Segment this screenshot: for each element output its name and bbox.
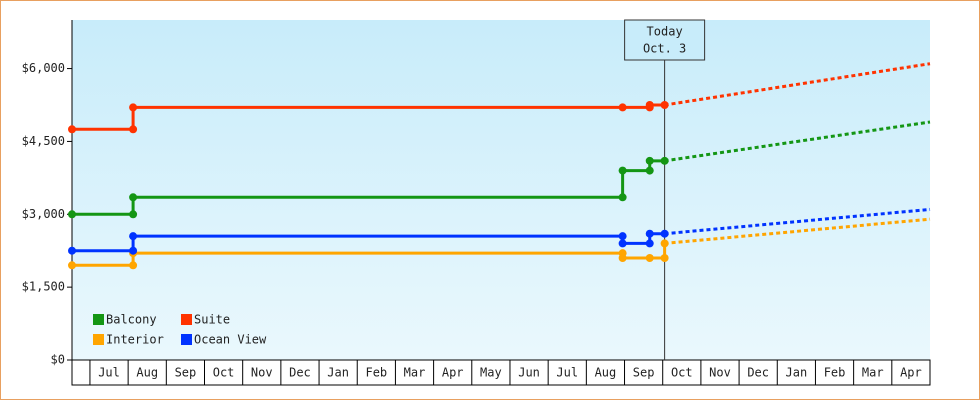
x-tick-label: Mar: [862, 366, 884, 380]
x-tick-label: Apr: [900, 366, 922, 380]
point: [68, 210, 76, 219]
legend-label: Suite: [194, 313, 230, 327]
point: [660, 229, 669, 238]
today-label: Today: [647, 25, 683, 39]
point: [660, 156, 669, 165]
point: [68, 261, 76, 270]
legend-label: Ocean View: [194, 333, 267, 347]
y-tick-label: $1,500: [22, 280, 65, 294]
forecast-line: [664, 207, 931, 236]
forecast-line: [664, 120, 931, 163]
legend-swatch: [181, 314, 192, 325]
x-tick-label: Dec: [747, 366, 769, 380]
x-tick-label: Dec: [289, 366, 311, 380]
today-box: [624, 19, 706, 61]
x-tick-label: Feb: [365, 366, 387, 380]
x-tick-label: Apr: [442, 366, 464, 380]
x-tick-label: Jan: [786, 366, 808, 380]
point: [129, 261, 138, 270]
point: [618, 239, 627, 248]
legend-label: Balcony: [106, 313, 157, 327]
point: [129, 103, 138, 112]
forecast-line: [664, 217, 931, 245]
x-tick-label: Jul: [556, 366, 578, 380]
x-tick-label: Sep: [633, 366, 655, 380]
point: [129, 232, 138, 241]
legend-swatch: [93, 334, 104, 345]
legend-label: Interior: [106, 333, 164, 347]
x-tick-label: Sep: [175, 366, 197, 380]
point: [618, 103, 627, 112]
plot-area: [72, 20, 930, 360]
x-tick-label: Jul: [98, 366, 120, 380]
y-tick-label: $0: [51, 353, 65, 367]
point: [645, 239, 654, 248]
x-tick-label: Aug: [136, 366, 158, 380]
point: [645, 166, 654, 175]
point: [660, 239, 669, 248]
point: [645, 229, 654, 238]
x-axis-band: [71, 359, 931, 386]
point: [645, 254, 654, 262]
point: [660, 254, 669, 262]
forecast-line: [664, 62, 931, 107]
x-tick-label: Aug: [595, 366, 617, 380]
x-tick-label: Mar: [404, 366, 426, 380]
legend-swatch: [93, 314, 104, 325]
x-tick-label: Jan: [327, 366, 349, 380]
point: [129, 125, 138, 134]
x-tick-label: Oct: [213, 366, 235, 380]
x-tick-label: Nov: [709, 366, 731, 380]
point: [645, 156, 654, 165]
y-tick-label: $4,500: [22, 134, 65, 148]
point: [129, 193, 138, 202]
x-tick-label: Feb: [824, 366, 846, 380]
y-tick-label: $3,000: [22, 207, 65, 221]
point: [645, 101, 654, 109]
x-tick-label: Oct: [671, 366, 693, 380]
today-label: Oct. 3: [643, 42, 686, 56]
point: [660, 101, 669, 109]
x-tick-label: Jun: [518, 366, 540, 380]
point: [129, 246, 138, 255]
legend-swatch: [181, 334, 192, 345]
point: [618, 232, 627, 241]
point: [618, 193, 627, 202]
point: [68, 125, 76, 134]
y-tick-label: $6,000: [22, 61, 65, 75]
point: [618, 166, 627, 175]
point: [68, 246, 76, 255]
point: [129, 210, 138, 219]
x-tick-label: Nov: [251, 366, 273, 380]
point: [618, 254, 627, 262]
x-tick-label: May: [480, 366, 502, 380]
